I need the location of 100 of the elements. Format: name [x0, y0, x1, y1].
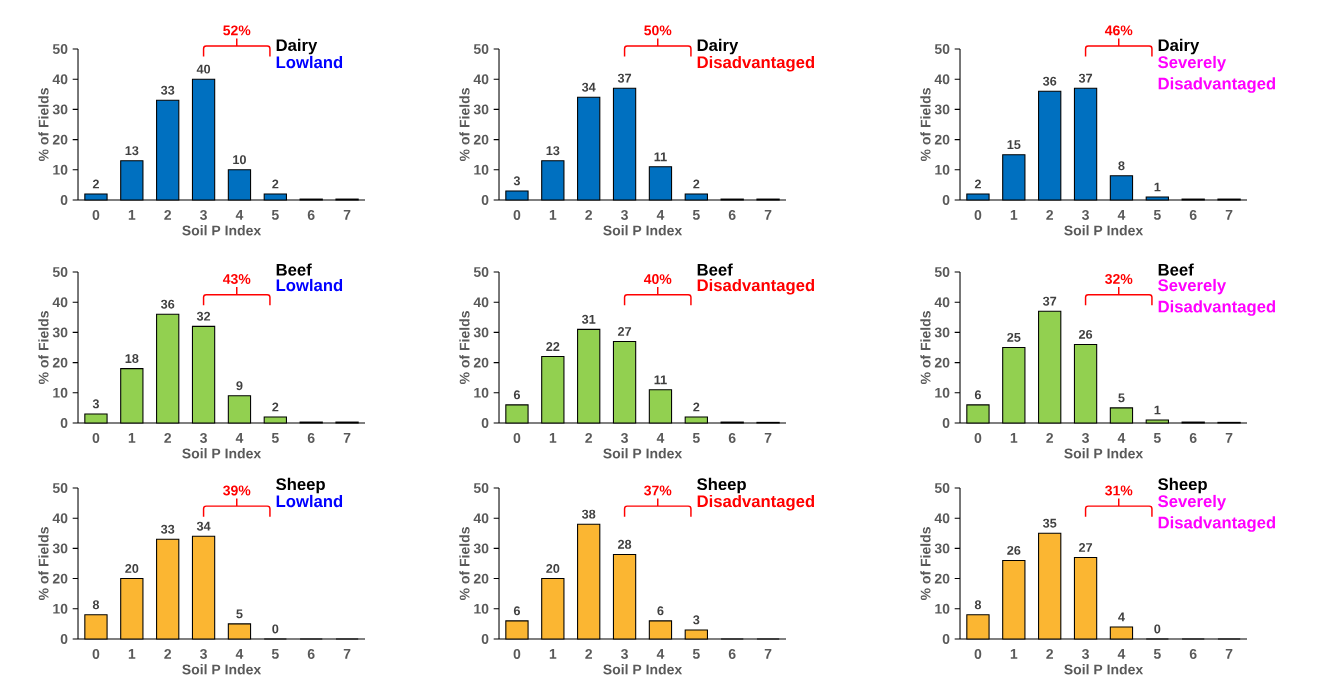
y-tick-label: 20 [52, 357, 68, 368]
y-tick-label: 30 [473, 327, 489, 338]
x-tick-label: 5 [692, 433, 700, 443]
x-tick-label: 3 [199, 649, 207, 659]
data-label: 32 [196, 311, 211, 321]
y-tick-label: 0 [942, 418, 950, 428]
data-label: 0 [1154, 624, 1161, 634]
x-tick-label: 0 [92, 649, 100, 659]
y-tick-label: 40 [934, 297, 950, 308]
x-tick-label: 1 [549, 649, 557, 659]
y-tick-label: 0 [60, 195, 68, 205]
x-tick-label: 7 [343, 433, 351, 443]
x-axis-title: Soil P Index [603, 448, 683, 459]
x-tick-label: 2 [164, 649, 172, 659]
y-tick-label: 10 [935, 164, 950, 175]
y-tick-label: 50 [934, 44, 950, 54]
chart-title: Dairy [697, 38, 739, 55]
x-tick-label: 2 [1046, 210, 1054, 220]
data-label: 6 [513, 606, 521, 616]
x-tick-label: 0 [92, 210, 100, 220]
y-tick-label: 0 [942, 634, 950, 644]
x-tick-label: 6 [307, 433, 315, 443]
chart-subtitle: Lowland [276, 494, 343, 508]
data-label: 13 [125, 146, 139, 156]
x-tick-label: 6 [1189, 649, 1197, 659]
x-tick-label: 1 [549, 210, 557, 220]
chart-title: Sheep [1158, 477, 1207, 494]
y-tick-label: 20 [473, 573, 489, 584]
y-axis-title: % of Fields [459, 527, 470, 601]
y-tick-label: 10 [935, 387, 950, 398]
y-axis-title: % of Fields [38, 311, 49, 385]
data-label: 2 [272, 402, 279, 412]
chart-title: Dairy [1158, 38, 1200, 55]
chart-title: Beef [1158, 263, 1194, 276]
y-tick-label: 40 [52, 513, 68, 524]
x-axis-title: Soil P Index [603, 664, 683, 675]
data-label: 31 [581, 314, 596, 324]
x-tick-label: 3 [620, 210, 628, 220]
y-tick-label: 10 [935, 603, 950, 614]
x-tick-label: 7 [1225, 210, 1233, 220]
x-tick-label: 5 [692, 649, 700, 659]
chart-title: Dairy [276, 38, 318, 55]
y-tick-label: 0 [60, 634, 68, 644]
text: Severely Disadvantaged [1158, 278, 1276, 316]
x-axis-title: Soil P Index [182, 225, 262, 236]
y-tick-label: 30 [473, 543, 489, 554]
data-label: 27 [1078, 543, 1093, 552]
data-label: 38 [581, 509, 596, 519]
x-tick-label: 2 [1046, 649, 1054, 659]
x-tick-label: 5 [271, 210, 279, 220]
x-tick-label: 0 [974, 649, 982, 659]
x-tick-label: 2 [585, 210, 593, 220]
x-tick-label: 3 [620, 649, 628, 659]
y-tick-label: 50 [52, 44, 68, 54]
data-label: 15 [1007, 140, 1021, 150]
y-axis-title: % of Fields [920, 311, 931, 385]
x-tick-label: 5 [692, 210, 700, 220]
x-tick-label: 5 [271, 649, 279, 659]
chart-subtitle: Disadvantaged [697, 278, 815, 295]
data-label: 11 [654, 152, 667, 162]
x-tick-label: 0 [974, 433, 982, 443]
y-tick-label: 50 [52, 483, 68, 493]
y-tick-label: 50 [473, 267, 489, 277]
y-tick-label: 40 [934, 513, 950, 524]
x-tick-label: 4 [656, 210, 665, 220]
annotation: 43% [222, 274, 251, 284]
chart-title: Beef [697, 263, 733, 276]
x-tick-label: 4 [656, 649, 665, 659]
chart-subtitle: Disadvantaged [697, 494, 815, 511]
y-tick-label: 20 [934, 134, 950, 145]
x-tick-label: 0 [513, 433, 521, 443]
x-tick-label: 3 [1081, 649, 1089, 659]
annotation: 31% [1105, 485, 1133, 496]
x-tick-label: 5 [271, 433, 279, 443]
x-tick-label: 4 [235, 433, 244, 443]
annotation: 37% [644, 485, 672, 496]
chart-subtitle: Lowland [276, 55, 343, 69]
y-tick-label: 30 [52, 104, 68, 115]
y-tick-label: 20 [934, 357, 950, 368]
y-axis-title: % of Fields [459, 311, 470, 385]
x-tick-label: 6 [307, 210, 315, 220]
x-tick-label: 4 [1117, 210, 1126, 220]
data-label: 34 [196, 521, 211, 531]
y-tick-label: 30 [52, 543, 68, 554]
annotation: 32% [1105, 274, 1133, 284]
x-tick-label: 6 [1189, 433, 1197, 443]
x-tick-label: 3 [199, 433, 207, 443]
data-label: 2 [693, 402, 700, 412]
x-tick-label: 1 [1010, 649, 1018, 659]
y-tick-label: 10 [474, 387, 489, 398]
data-label: 4 [1118, 612, 1125, 622]
chart-title: Sheep [276, 477, 325, 494]
data-label: 2 [693, 179, 700, 189]
data-label: 36 [1042, 76, 1057, 86]
x-tick-label: 4 [1117, 649, 1126, 659]
data-label: 5 [236, 609, 243, 619]
data-label: 5 [1118, 393, 1125, 403]
annotation: 40% [643, 274, 672, 284]
y-tick-label: 30 [52, 327, 68, 338]
y-tick-label: 10 [474, 164, 489, 175]
